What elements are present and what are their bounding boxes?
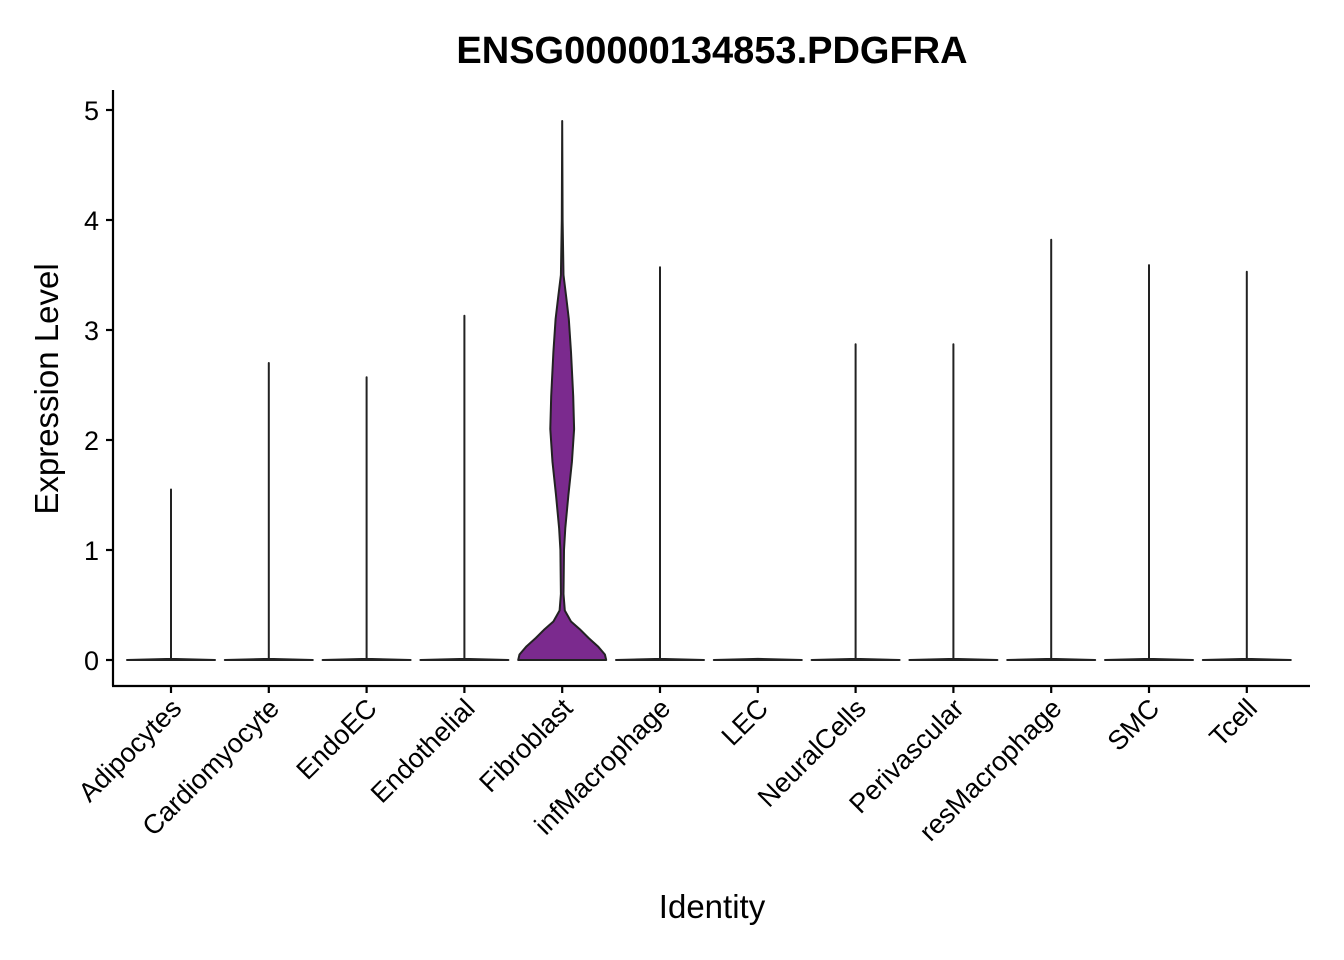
x-axis-label: Identity: [659, 888, 766, 925]
violin-NeuralCells: [810, 343, 901, 661]
violin-Adipocytes: [126, 488, 216, 661]
violin-Cardiomyocyte: [223, 362, 314, 661]
violin-Fibroblast: [517, 120, 608, 661]
violin-resMacrophage: [1006, 238, 1097, 661]
violin-EndoEC: [321, 376, 412, 661]
y-tick-label: 3: [84, 316, 99, 346]
chart-title: ENSG00000134853.PDGFRA: [456, 30, 967, 72]
y-tick-label: 0: [84, 646, 99, 676]
violin-infMacrophage: [615, 266, 705, 661]
y-tick-label: 1: [84, 536, 99, 566]
x-tick-label: LEC: [716, 693, 774, 751]
violin-Tcell: [1201, 270, 1292, 661]
y-axis-ticks: 0 1 2 3 4 5: [84, 96, 113, 676]
x-tick-label: Tcell: [1204, 693, 1263, 752]
y-axis-label: Expression Level: [28, 263, 65, 514]
x-tick-label: SMC: [1102, 693, 1166, 757]
violin-Perivascular: [908, 343, 999, 661]
violin-SMC: [1104, 264, 1194, 661]
x-tick-label: EndoEC: [291, 693, 383, 785]
y-tick-label: 2: [84, 426, 99, 456]
violin-Endothelial: [419, 314, 510, 661]
x-tick-label: Fibroblast: [473, 693, 578, 798]
violins-group: [126, 120, 1292, 661]
y-tick-label: 4: [84, 206, 99, 236]
violin-LEC: [712, 657, 803, 661]
y-tick-label: 5: [84, 96, 99, 126]
x-tick-label: Endothelial: [365, 693, 481, 809]
